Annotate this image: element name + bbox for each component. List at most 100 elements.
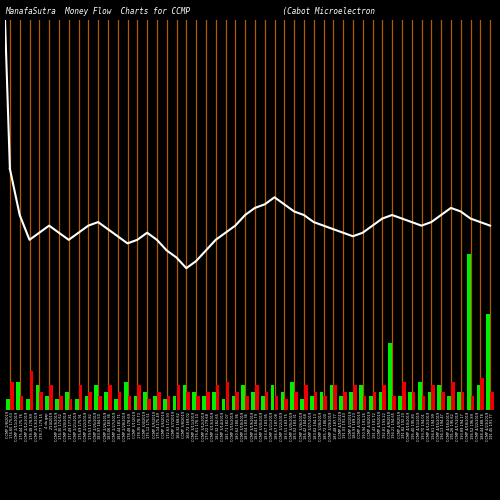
Bar — [16, 382, 20, 410]
Bar — [284, 400, 288, 410]
Bar — [182, 385, 186, 410]
Bar — [84, 396, 88, 410]
Bar — [362, 396, 366, 410]
Bar — [242, 385, 245, 410]
Bar — [98, 396, 102, 410]
Bar — [290, 382, 294, 410]
Bar — [255, 385, 258, 410]
Bar — [196, 396, 200, 410]
Bar — [10, 382, 14, 410]
Bar — [432, 385, 435, 410]
Bar — [382, 385, 386, 410]
Bar — [353, 385, 356, 410]
Bar — [300, 400, 304, 410]
Bar — [447, 396, 451, 410]
Bar — [274, 396, 278, 410]
Bar — [271, 385, 274, 410]
Bar — [490, 392, 494, 410]
Bar — [324, 396, 327, 410]
Bar — [310, 396, 314, 410]
Bar — [153, 396, 157, 410]
Bar — [88, 392, 92, 410]
Bar — [378, 392, 382, 410]
Bar — [176, 385, 180, 410]
Bar — [359, 385, 362, 410]
Bar — [20, 396, 24, 410]
Bar — [451, 382, 454, 410]
Bar — [476, 385, 480, 410]
Bar — [261, 396, 264, 410]
Bar — [65, 392, 68, 410]
Bar — [457, 392, 460, 410]
Bar — [320, 392, 324, 410]
Bar — [118, 392, 122, 410]
Bar — [467, 254, 470, 410]
Bar — [460, 392, 464, 410]
Bar — [245, 396, 249, 410]
Bar — [206, 392, 210, 410]
Bar — [26, 400, 30, 410]
Bar — [192, 392, 196, 410]
Bar — [40, 392, 43, 410]
Bar — [369, 396, 372, 410]
Bar — [334, 385, 337, 410]
Bar — [340, 396, 343, 410]
Bar — [412, 392, 416, 410]
Bar — [124, 382, 128, 410]
Bar — [470, 396, 474, 410]
Bar — [392, 396, 396, 410]
Bar — [108, 385, 112, 410]
Bar — [173, 396, 176, 410]
Bar — [46, 396, 49, 410]
Bar — [55, 400, 59, 410]
Bar — [343, 392, 347, 410]
Bar — [408, 392, 412, 410]
Bar — [251, 392, 255, 410]
Bar — [138, 385, 141, 410]
Bar — [236, 392, 239, 410]
Bar — [294, 392, 298, 410]
Bar — [418, 382, 422, 410]
Bar — [212, 392, 216, 410]
Bar — [428, 392, 432, 410]
Bar — [30, 371, 33, 410]
Bar — [36, 385, 40, 410]
Bar — [480, 378, 484, 410]
Bar — [147, 400, 151, 410]
Bar — [166, 396, 170, 410]
Bar — [134, 396, 138, 410]
Bar — [349, 392, 353, 410]
Bar — [304, 385, 308, 410]
Bar — [157, 392, 160, 410]
Bar — [186, 392, 190, 410]
Bar — [226, 382, 229, 410]
Bar — [398, 396, 402, 410]
Bar — [128, 396, 131, 410]
Bar — [59, 396, 62, 410]
Bar — [78, 385, 82, 410]
Bar — [6, 400, 10, 410]
Bar — [264, 392, 268, 410]
Bar — [422, 396, 425, 410]
Bar — [402, 382, 406, 410]
Bar — [114, 400, 117, 410]
Bar — [68, 400, 72, 410]
Bar — [280, 392, 284, 410]
Bar — [75, 400, 78, 410]
Bar — [372, 392, 376, 410]
Bar — [438, 385, 441, 410]
Bar — [388, 342, 392, 410]
Bar — [232, 396, 235, 410]
Bar — [314, 392, 318, 410]
Bar — [330, 385, 334, 410]
Bar — [486, 314, 490, 410]
Bar — [94, 385, 98, 410]
Text: ManafaSutra  Money Flow  Charts for CCMP                    (Cabot Microelectron: ManafaSutra Money Flow Charts for CCMP (… — [5, 8, 500, 16]
Bar — [222, 400, 226, 410]
Bar — [216, 385, 220, 410]
Bar — [144, 392, 147, 410]
Bar — [49, 385, 53, 410]
Bar — [104, 392, 108, 410]
Bar — [441, 392, 445, 410]
Bar — [202, 396, 206, 410]
